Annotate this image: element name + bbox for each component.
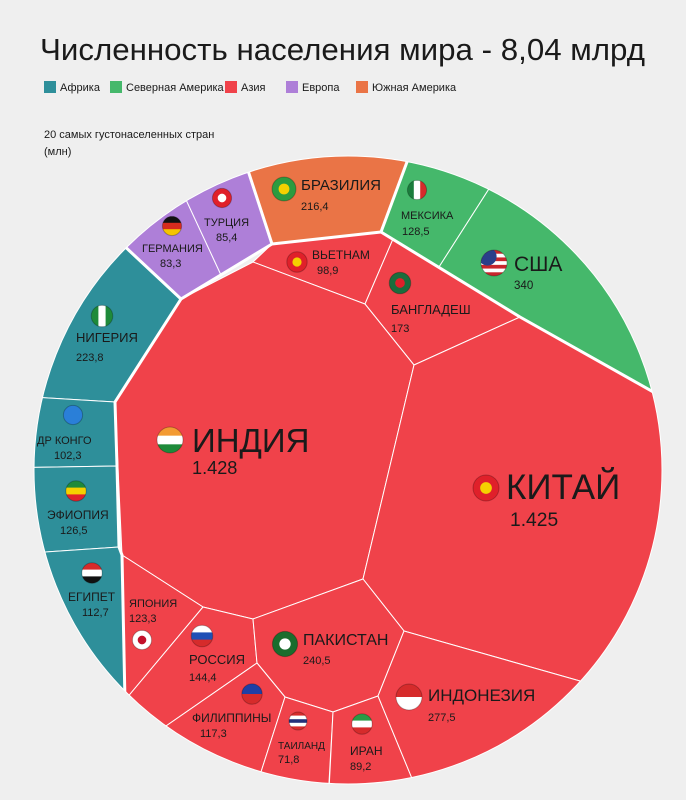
country-value-turkey: 85,4: [216, 232, 237, 244]
ethiopia-flag-icon: [65, 480, 87, 502]
vietnam-flag-icon: [286, 251, 308, 273]
country-label-mexico: МЕКСИКА: [401, 210, 454, 222]
country-label-india: ИНДИЯ: [192, 422, 309, 459]
country-value-india: 1.428: [192, 458, 237, 478]
country-value-usa: 340: [514, 280, 533, 292]
legend-item: Азия: [225, 81, 266, 94]
china-flag-icon: [472, 474, 500, 502]
country-value-nigeria: 223,8: [76, 352, 104, 364]
legend-label: Северная Америка: [126, 82, 225, 94]
labels-group: БРАЗИЛИЯ 216,4 ГЕРМАНИЯ 83,3 ТУРЦИЯ 85,4 МЕКСИ…: [37, 176, 620, 773]
thailand-flag-icon: [288, 711, 308, 731]
cell-thailand: [251, 696, 334, 784]
bangladesh-flag-icon: [388, 271, 412, 295]
legend-label: Азия: [241, 82, 266, 94]
russia-flag-icon: [190, 624, 214, 648]
legend-label: Южная Америка: [372, 82, 457, 94]
country-label-philippines: ФИЛИППИНЫ: [192, 711, 271, 725]
country-value-indonesia: 277,5: [428, 712, 456, 724]
legend: Африка Северная Америка Азия Европа Южная Ам…: [44, 81, 457, 94]
country-label-nigeria: НИГЕРИЯ: [76, 330, 138, 345]
country-label-indonesia: ИНДОНЕЗИЯ: [428, 686, 535, 705]
country-label-russia: РОССИЯ: [189, 652, 245, 667]
nigeria-flag-icon: [90, 304, 114, 328]
country-label-iran: ИРАН: [350, 744, 383, 758]
legend-swatch: [110, 81, 122, 93]
legend-swatch: [44, 81, 56, 93]
country-value-germany: 83,3: [160, 258, 181, 270]
country-label-bangladesh: БАНГЛАДЕШ: [391, 302, 471, 317]
country-label-usa: США: [514, 253, 562, 276]
indonesia-flag-icon: [395, 683, 423, 711]
legend-item: Южная Америка: [356, 81, 457, 94]
turkey-flag-icon: [211, 187, 233, 209]
chart-subtitle: 20 самых густонаселенных стран: [44, 129, 214, 141]
country-value-philippines: 117,3: [200, 728, 227, 740]
germany-flag-icon: [161, 215, 183, 237]
country-label-drc: ДР КОНГО: [37, 435, 92, 447]
legend-item: Европа: [286, 81, 340, 94]
philippines-flag-icon: [241, 683, 263, 705]
legend-swatch: [286, 81, 298, 93]
country-value-mexico: 128,5: [402, 226, 430, 238]
country-value-ethiopia: 126,5: [60, 525, 88, 537]
country-label-thailand: ТАИЛАНД: [278, 741, 325, 752]
country-value-drc: 102,3: [54, 450, 82, 462]
country-label-germany: ГЕРМАНИЯ: [142, 243, 203, 255]
continent-border: [379, 156, 432, 233]
iran-flag-icon: [351, 713, 373, 735]
cells-group: [34, 156, 662, 784]
country-label-ethiopia: ЭФИОПИЯ: [47, 508, 109, 522]
country-value-iran: 89,2: [350, 761, 371, 773]
country-label-pakistan: ПАКИСТАН: [303, 632, 388, 649]
cell-egypt: [34, 546, 128, 784]
country-value-bangladesh: 173: [391, 323, 409, 335]
country-value-thailand: 71,8: [278, 754, 299, 766]
country-value-japan: 123,3: [129, 613, 157, 625]
legend-label: Африка: [60, 82, 101, 94]
chart-title: Численность населения мира - 8,04 млрд: [40, 32, 645, 67]
country-label-turkey: ТУРЦИЯ: [204, 217, 249, 229]
india-flag-icon: [156, 426, 184, 454]
drc-flag-icon: [62, 404, 84, 426]
chart-outline: [33, 155, 663, 785]
legend-label: Европа: [302, 82, 340, 94]
country-label-vietnam: ВЬЕТНАМ: [312, 248, 370, 262]
legend-swatch: [356, 81, 368, 93]
pakistan-flag-icon: [271, 630, 299, 658]
mexico-flag-icon: [406, 179, 428, 201]
chart-unit: (млн): [44, 146, 71, 158]
legend-item: Северная Америка: [110, 81, 225, 94]
country-label-egypt: ЕГИПЕТ: [68, 590, 116, 604]
continent-border: [113, 298, 183, 784]
country-value-brazil: 216,4: [301, 201, 329, 213]
country-label-japan: ЯПОНИЯ: [129, 598, 177, 610]
country-value-russia: 144,4: [189, 672, 217, 684]
legend-swatch: [225, 81, 237, 93]
country-value-egypt: 112,7: [82, 607, 109, 619]
egypt-flag-icon: [81, 562, 103, 584]
brazil-flag-icon: [271, 176, 297, 202]
country-value-vietnam: 98,9: [317, 265, 338, 277]
country-label-brazil: БРАЗИЛИЯ: [301, 177, 381, 194]
country-value-china: 1.425: [510, 510, 558, 531]
country-label-china: КИТАЙ: [506, 467, 620, 507]
japan-flag-icon: [131, 629, 153, 651]
country-value-pakistan: 240,5: [303, 655, 331, 667]
legend-item: Африка: [44, 81, 101, 94]
